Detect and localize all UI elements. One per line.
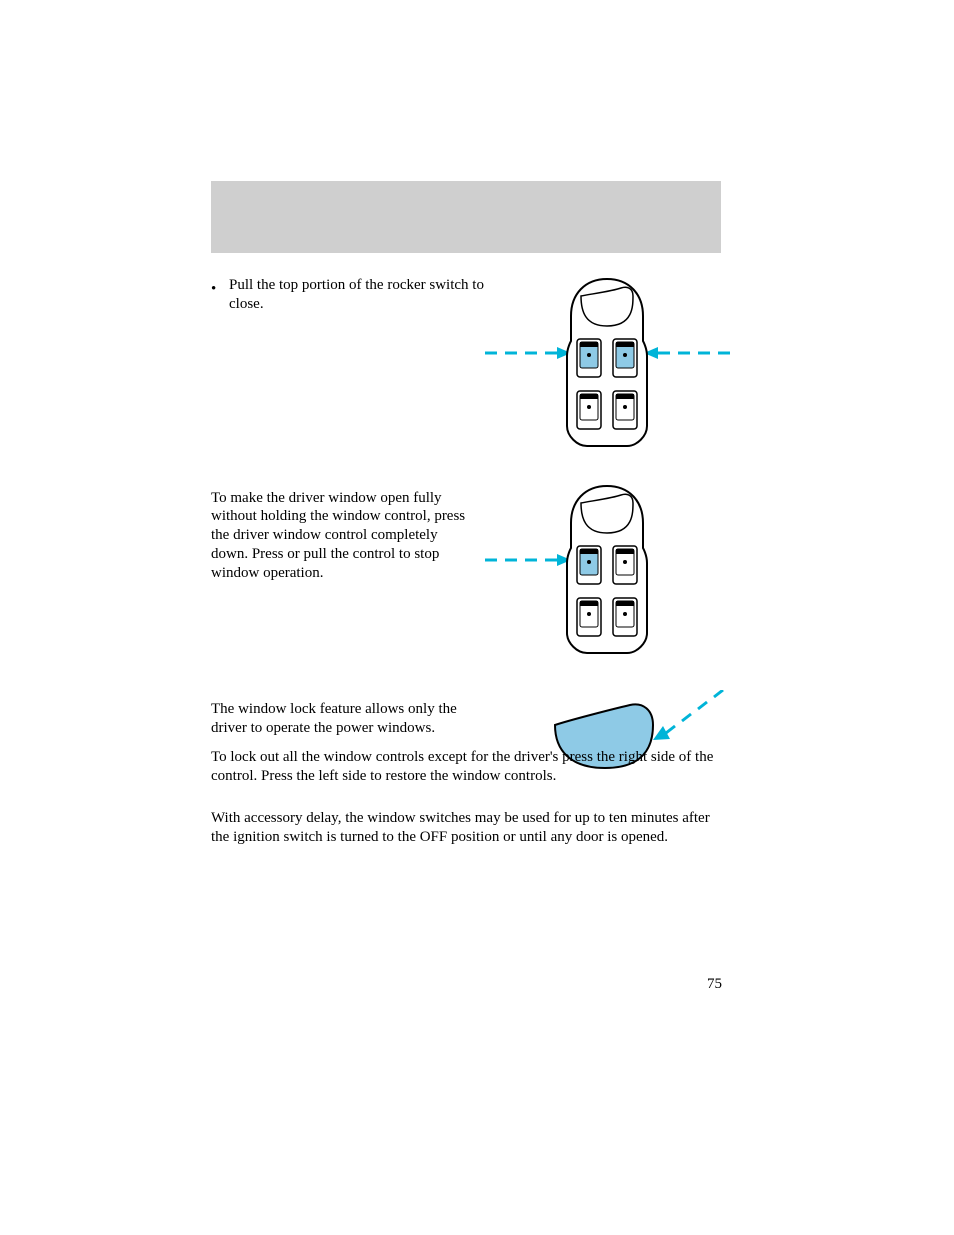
bullet-text: Pull the top portion of the rocker switc… — [229, 277, 484, 312]
para-window-lock-1: The window lock feature allows only the … — [211, 700, 491, 738]
para-accessory-delay: With accessory delay, the window switche… — [211, 809, 721, 847]
para-one-touch-down: To make the driver window open fully wit… — [211, 489, 471, 583]
bullet-marker: • — [211, 280, 216, 299]
bullet-rocker-close: • Pull the top portion of the rocker swi… — [211, 276, 489, 314]
para-window-lock-2: To lock out all the window controls exce… — [211, 748, 721, 786]
header-band — [211, 181, 721, 253]
page-number: 75 — [707, 976, 722, 993]
